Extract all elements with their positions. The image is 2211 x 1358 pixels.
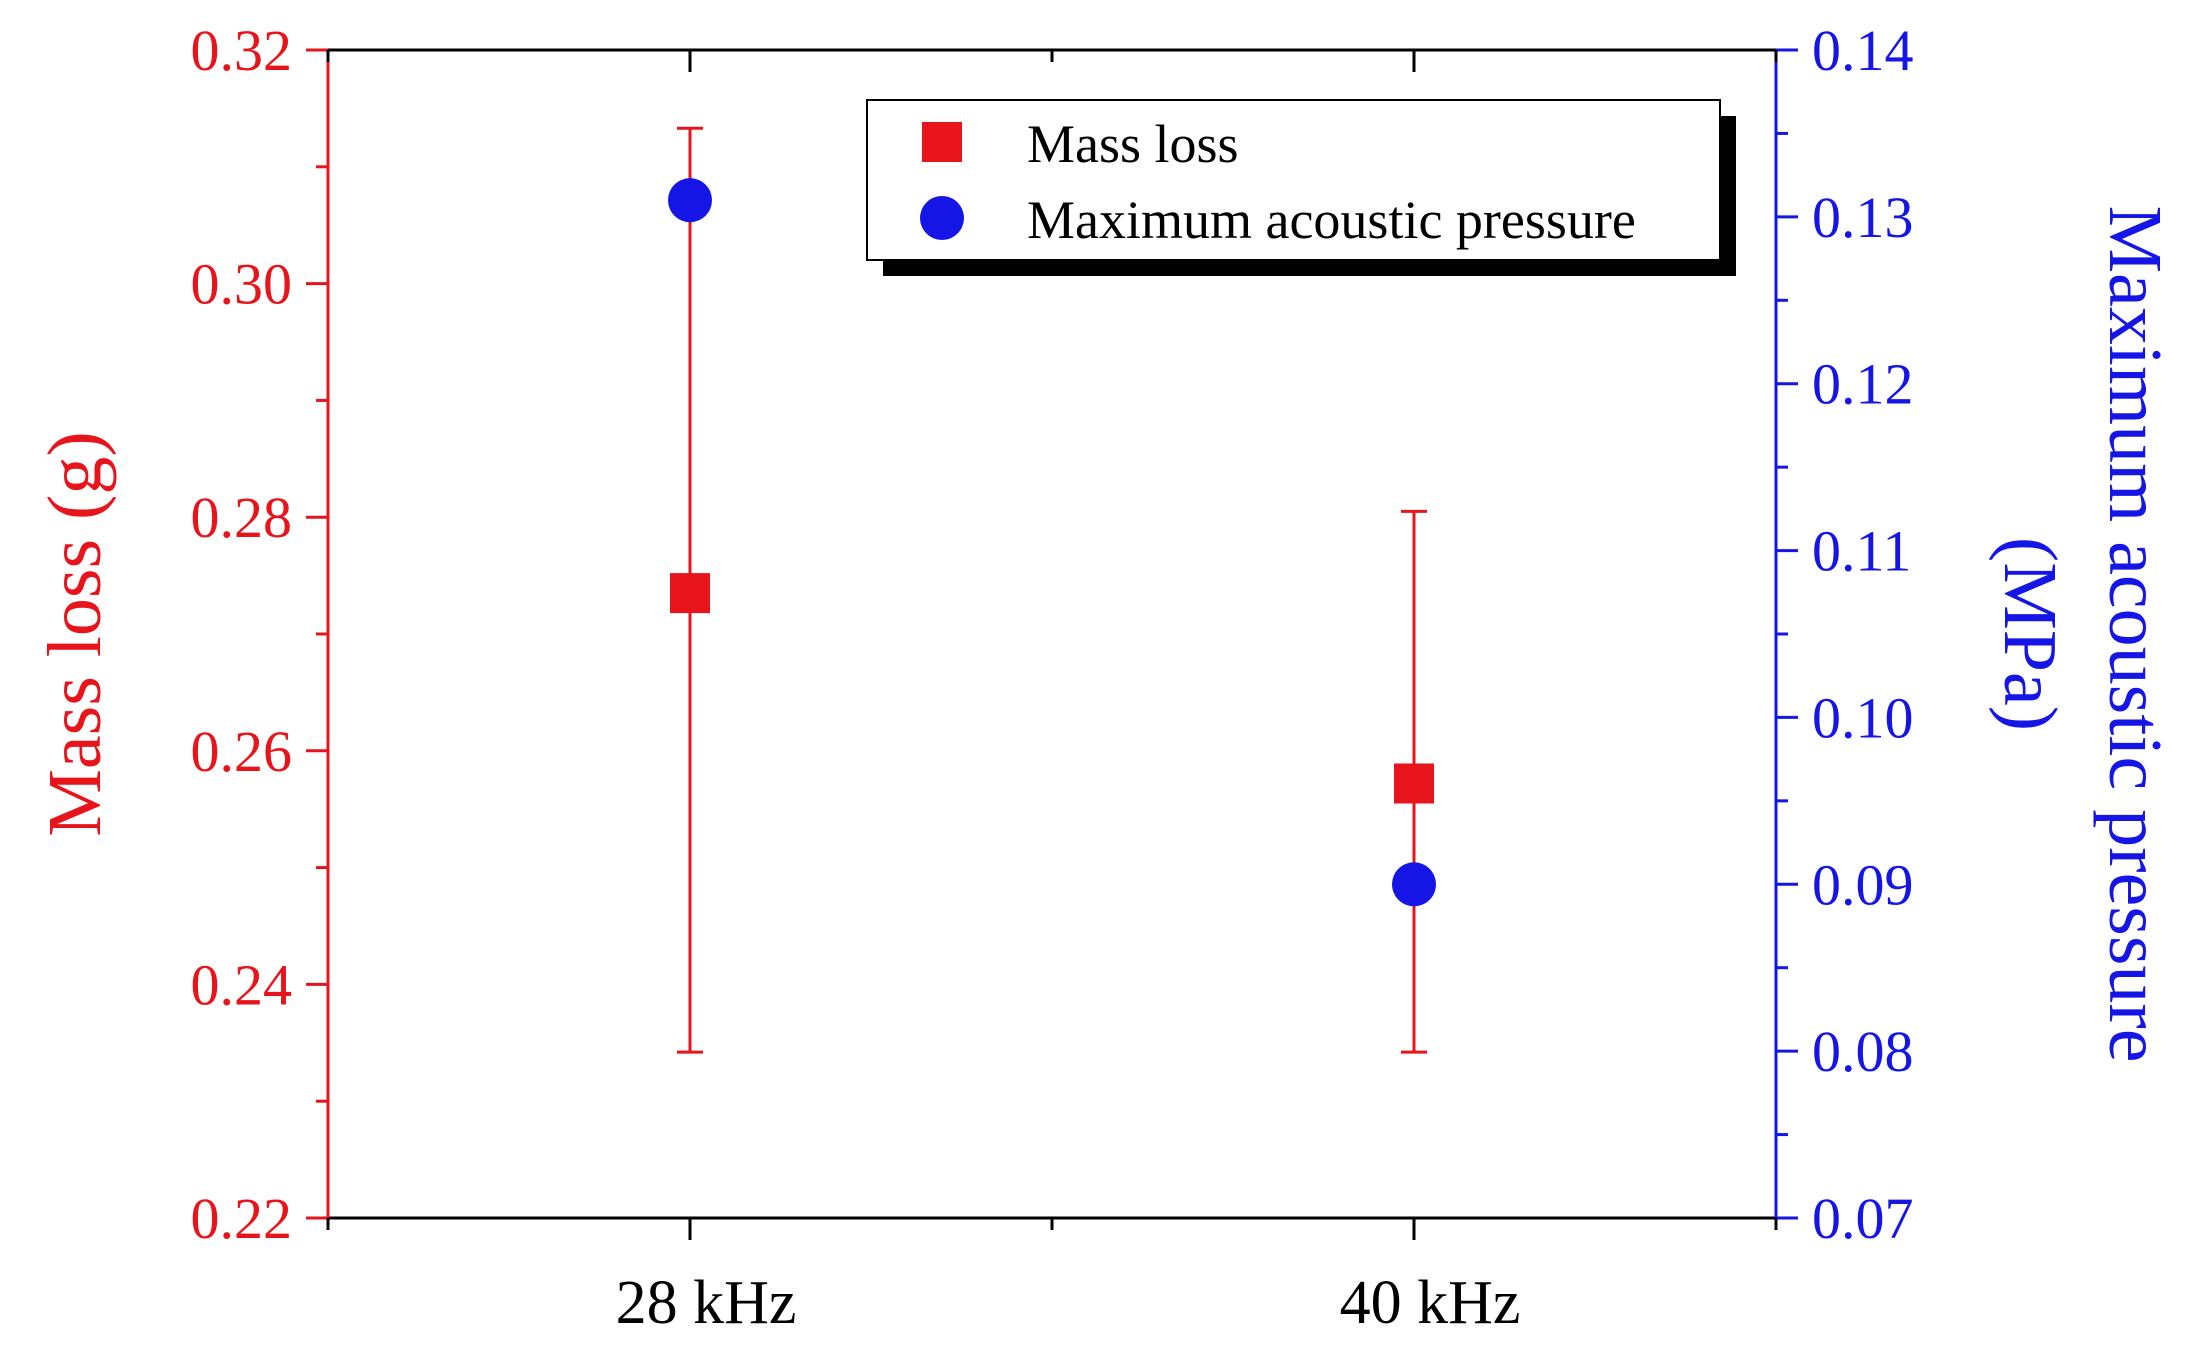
right-tick-label: 0.11: [1812, 519, 1911, 584]
right-axis-title-line2: (MPa): [1988, 537, 2072, 731]
left-tick-label: 0.28: [191, 485, 293, 550]
mass-loss-point: [1394, 763, 1434, 804]
category-label: 28 kHz: [616, 1269, 797, 1337]
left-axis-title: Mass loss (g): [33, 431, 117, 836]
left-tick-label: 0.26: [191, 719, 293, 784]
left-tick-label: 0.24: [191, 952, 293, 1017]
acoustic-pressure-point: [1392, 862, 1436, 907]
left-tick-label: 0.32: [191, 18, 293, 83]
right-tick-label: 0.09: [1812, 852, 1914, 917]
legend-label: Maximum acoustic pressure: [1027, 190, 1636, 250]
right-tick-label: 0.08: [1812, 1019, 1914, 1084]
legend-circle-marker: [920, 196, 964, 240]
right-tick-label: 0.14: [1812, 18, 1914, 83]
right-tick-label: 0.07: [1812, 1186, 1914, 1251]
legend-square-marker: [922, 122, 962, 162]
category-label: 40 kHz: [1340, 1269, 1521, 1337]
right-axis-title-line1: Maximum acoustic pressure: [2093, 206, 2177, 1063]
legend-label: Mass loss: [1027, 114, 1239, 174]
right-tick-label: 0.10: [1812, 685, 1914, 750]
left-tick-label: 0.30: [191, 252, 293, 317]
right-tick-label: 0.13: [1812, 185, 1914, 250]
mass-loss-point: [670, 573, 710, 614]
legend-box: [866, 99, 1721, 261]
left-tick-label: 0.22: [191, 1186, 293, 1251]
acoustic-pressure-point: [668, 178, 712, 223]
right-tick-label: 0.12: [1812, 352, 1914, 417]
